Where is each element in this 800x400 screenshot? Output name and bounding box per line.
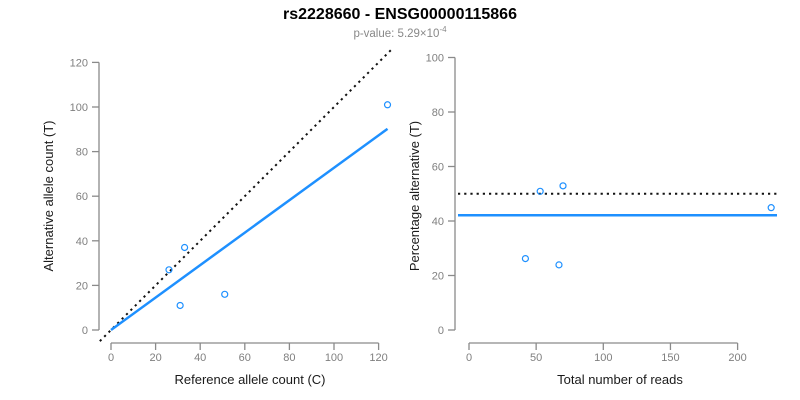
chart-title: rs2228660 - ENSG00000115866 — [283, 6, 517, 23]
identity-line — [99, 48, 393, 342]
data-point — [180, 243, 189, 252]
data-point — [176, 301, 184, 310]
x-tick-label: 150 — [661, 352, 679, 364]
y-axis-title: Percentage alternative (T) — [407, 121, 422, 271]
x-axis-title: Reference allele count (C) — [174, 372, 325, 387]
x-tick-label: 60 — [239, 352, 251, 364]
fit-line — [110, 127, 389, 332]
x-tick-label: 80 — [283, 352, 295, 364]
y-tick-label: 80 — [76, 147, 88, 159]
x-tick-label: 50 — [530, 352, 542, 364]
y-tick-label: 20 — [76, 280, 88, 292]
y-tick-label: 60 — [432, 162, 444, 174]
data-point — [221, 290, 229, 298]
data-point — [521, 255, 530, 263]
data-point — [165, 266, 173, 274]
x-tick-label: 100 — [325, 352, 343, 364]
y-tick-label: 120 — [70, 57, 88, 69]
y-tick-label: 0 — [82, 325, 88, 337]
chart-subtitle: p-value: 5.29×10-4 — [0, 25, 800, 40]
y-tick-label: 40 — [432, 216, 444, 228]
x-tick-label: 0 — [108, 352, 114, 364]
pvalue-exponent: -4 — [439, 25, 447, 34]
y-axis-title: Alternative allele count (T) — [41, 120, 56, 271]
y-tick-label: 60 — [76, 191, 88, 203]
y-tick-label: 100 — [426, 53, 444, 65]
y-tick-label: 20 — [432, 271, 444, 283]
data-point — [767, 204, 775, 212]
data-point — [555, 261, 563, 269]
x-tick-label: 40 — [194, 352, 206, 364]
y-tick-label: 0 — [438, 325, 444, 337]
data-point — [559, 182, 567, 190]
x-tick-label: 20 — [149, 352, 161, 364]
x-axis-title: Total number of reads — [557, 372, 683, 387]
y-tick-label: 40 — [76, 236, 88, 248]
x-tick-label: 120 — [369, 352, 387, 364]
x-tick-label: 200 — [728, 352, 746, 364]
x-tick-label: 100 — [594, 352, 612, 364]
y-tick-label: 80 — [432, 107, 444, 119]
data-point — [536, 187, 544, 195]
y-tick-label: 100 — [70, 102, 88, 114]
data-point — [383, 101, 392, 109]
pvalue-text: p-value: 5.29×10 — [353, 27, 440, 40]
x-tick-label: 0 — [466, 352, 472, 364]
